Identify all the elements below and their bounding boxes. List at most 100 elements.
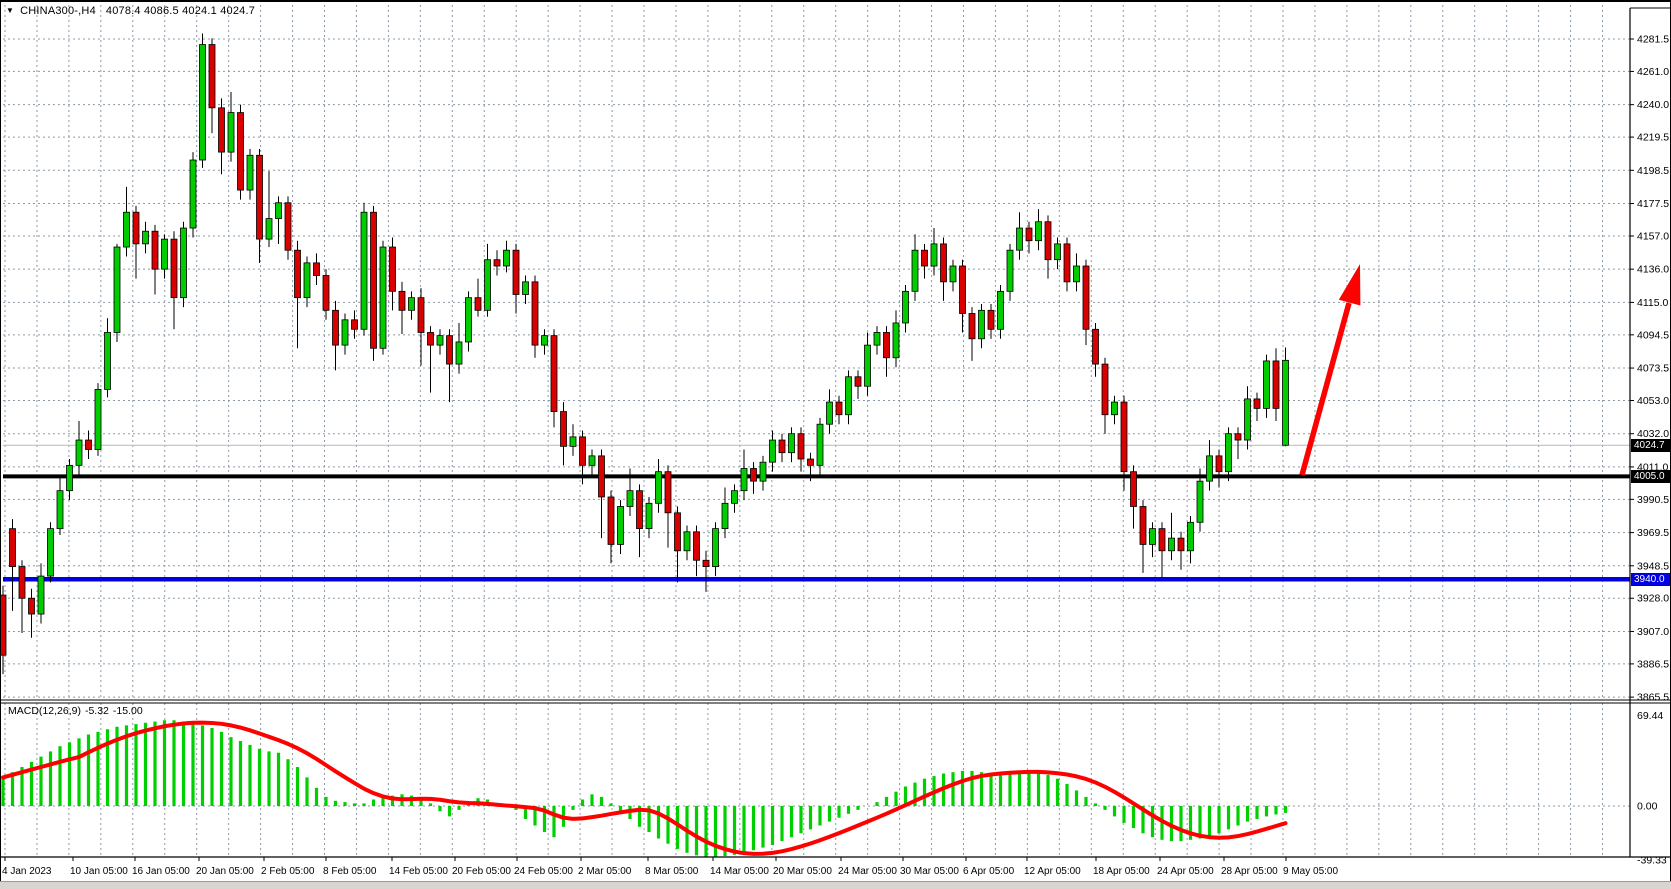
bear-candle bbox=[284, 202, 292, 251]
bull-candle bbox=[47, 528, 54, 577]
bull-candle bbox=[123, 211, 130, 248]
bull-candle bbox=[1006, 249, 1014, 292]
bull-candle bbox=[712, 528, 719, 567]
bull-candle bbox=[997, 290, 1004, 330]
current-price-tag: 4024.7 bbox=[1631, 438, 1671, 452]
bear-candle bbox=[607, 496, 615, 545]
price-tick-label: 4094.5 bbox=[1637, 329, 1669, 341]
price-tick-label: 4177.5 bbox=[1637, 198, 1669, 210]
window-left-border bbox=[0, 2, 1, 889]
bull-candle bbox=[873, 332, 881, 346]
symbol-dropdown-icon[interactable]: ▼ bbox=[6, 6, 15, 15]
bear-candle bbox=[1044, 221, 1052, 261]
bear-candle bbox=[398, 290, 406, 311]
bear-candle bbox=[921, 249, 928, 267]
bull-candle bbox=[1263, 360, 1270, 409]
bull-candle bbox=[37, 575, 45, 615]
time-tick-label: 9 May 05:00 bbox=[1283, 866, 1338, 877]
bear-candle bbox=[474, 297, 482, 311]
bull-candle bbox=[275, 202, 282, 219]
bull-candle bbox=[1149, 528, 1156, 545]
bull-candle bbox=[740, 468, 748, 492]
bull-candle bbox=[978, 309, 985, 340]
time-tick-label: 8 Mar 05:00 bbox=[645, 866, 699, 877]
price-tick-label: 3990.5 bbox=[1637, 494, 1669, 506]
bear-candle bbox=[332, 309, 339, 346]
bear-candle bbox=[9, 528, 16, 567]
time-tick-label: 2 Mar 05:00 bbox=[578, 866, 632, 877]
bear-candle bbox=[0, 594, 7, 656]
bull-candle bbox=[864, 344, 871, 387]
trend-arrow-head[interactable] bbox=[1338, 264, 1361, 306]
price-tick-label: 3948.5 bbox=[1637, 560, 1669, 572]
bull-candle bbox=[541, 335, 548, 346]
trend-arrow-shaft[interactable] bbox=[1299, 302, 1352, 476]
bear-candle bbox=[237, 112, 244, 191]
bull-candle bbox=[142, 230, 149, 245]
bull-candle bbox=[1168, 537, 1175, 552]
bear-candle bbox=[1234, 433, 1242, 441]
bull-candle bbox=[1225, 433, 1232, 473]
bear-candle bbox=[550, 335, 558, 412]
bear-candle bbox=[1063, 243, 1071, 283]
time-tick-label: 6 Apr 05:00 bbox=[963, 866, 1015, 877]
price-tick-label: 4053.0 bbox=[1637, 395, 1669, 407]
bull-candle bbox=[1206, 455, 1213, 482]
time-tick-label: 20 Mar 05:00 bbox=[773, 866, 832, 877]
time-tick-label: 14 Feb 05:00 bbox=[389, 866, 448, 877]
bull-candle bbox=[379, 246, 387, 349]
bear-candle bbox=[208, 44, 216, 109]
bull-candle bbox=[484, 259, 491, 311]
bull-candle bbox=[408, 297, 415, 311]
bear-candle bbox=[132, 211, 140, 245]
bear-candle bbox=[85, 439, 92, 450]
time-tick-label: 4 Jan 2023 bbox=[2, 866, 52, 877]
bear-candle bbox=[674, 512, 681, 552]
bull-candle bbox=[465, 297, 472, 343]
macd-name: MACD(12,26,9) bbox=[8, 705, 81, 717]
bull-candle bbox=[199, 44, 206, 161]
bear-candle bbox=[702, 559, 710, 567]
bear-candle bbox=[598, 455, 605, 498]
support-line-price-tag[interactable]: 4005.0 bbox=[1631, 469, 1671, 483]
bull-candle bbox=[246, 154, 254, 191]
bear-candle bbox=[1101, 363, 1109, 416]
bear-candle bbox=[693, 531, 700, 561]
price-tick-label: 4198.5 bbox=[1637, 165, 1669, 177]
bull-candle bbox=[265, 218, 273, 240]
macd-signal-value: -15.00 bbox=[112, 705, 143, 717]
bull-candle bbox=[1111, 401, 1118, 416]
bear-candle bbox=[1215, 455, 1223, 473]
bear-candle bbox=[778, 439, 786, 454]
time-tick-label: 14 Mar 05:00 bbox=[710, 866, 769, 877]
bull-candle bbox=[930, 243, 938, 267]
bear-candle bbox=[1130, 471, 1137, 507]
bull-candle bbox=[759, 461, 767, 482]
bear-candle bbox=[256, 154, 263, 240]
bear-candle bbox=[512, 249, 520, 295]
price-tick-label: 4157.0 bbox=[1637, 230, 1669, 242]
price-tick-label: 3886.5 bbox=[1637, 658, 1669, 670]
bear-candle bbox=[313, 262, 320, 276]
bear-candle bbox=[1158, 528, 1166, 552]
bull-candle bbox=[1187, 521, 1194, 552]
bear-candle bbox=[427, 332, 434, 346]
bull-candle bbox=[227, 112, 235, 153]
bear-candle bbox=[560, 411, 567, 447]
bull-candle bbox=[655, 471, 662, 504]
time-tick-label: 20 Feb 05:00 bbox=[452, 866, 511, 877]
bull-candle bbox=[75, 439, 83, 466]
bull-candle bbox=[826, 401, 833, 425]
blue-line-price-tag[interactable]: 3940.0 bbox=[1631, 572, 1671, 586]
bull-candle bbox=[902, 290, 909, 324]
time-tick-label: 24 Feb 05:00 bbox=[514, 866, 573, 877]
bear-candle bbox=[968, 313, 976, 340]
bear-candle bbox=[446, 335, 453, 365]
time-tick-label: 2 Feb 05:00 bbox=[261, 866, 315, 877]
bull-candle bbox=[522, 281, 529, 295]
bear-candle bbox=[1120, 401, 1128, 473]
bull-candle bbox=[1073, 265, 1080, 283]
bear-candle bbox=[883, 332, 890, 359]
bear-candle bbox=[1139, 506, 1147, 545]
